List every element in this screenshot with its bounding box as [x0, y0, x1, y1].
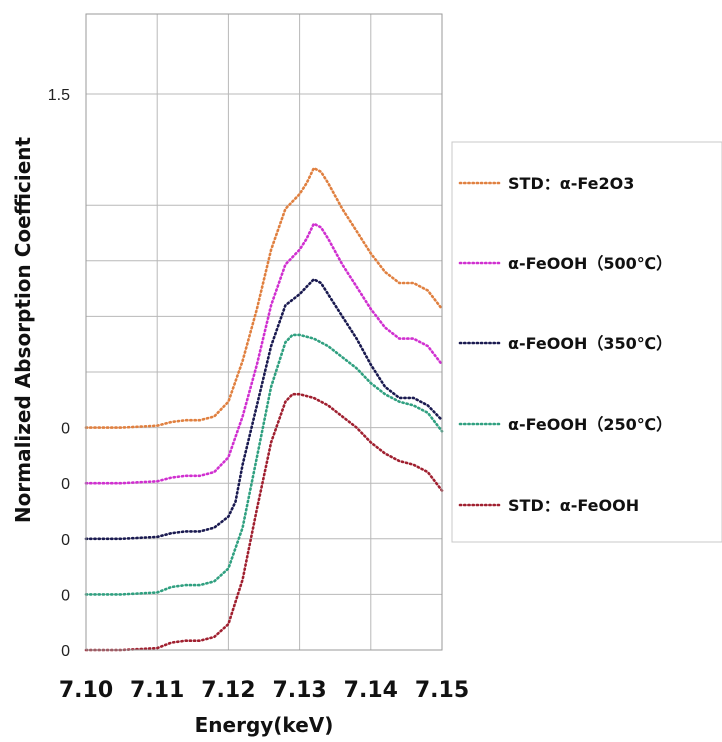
- legend-label: α-FeOOH（350℃）: [508, 334, 672, 353]
- x-tick-label: 7.10: [59, 678, 113, 703]
- y-tick-label: 1.5: [48, 87, 70, 104]
- series-line: [84, 392, 444, 652]
- y-axis-title: Normalized Absorption Coefficient: [11, 136, 35, 523]
- series-lines: [84, 166, 444, 652]
- y-tick-label: 0: [61, 421, 70, 438]
- y-tick-label: 0: [61, 532, 70, 549]
- grid: [85, 14, 443, 650]
- series-line: [84, 166, 444, 429]
- plot-frame: [85, 13, 443, 651]
- legend-label: STD：α-Fe2O3: [508, 174, 634, 193]
- x-tick-label: 7.15: [415, 678, 469, 703]
- legend-label: STD：α-FeOOH: [508, 496, 639, 515]
- y-tick-label: 0: [61, 643, 70, 660]
- legend: STD：α-Fe2O3 α-FeOOH（500℃） α-FeOOH（350℃） α-F…: [451, 141, 722, 543]
- x-axis-title: Energy(keV): [195, 713, 334, 737]
- y-tick-label: 0: [61, 587, 70, 604]
- legend-items: STD：α-Fe2O3 α-FeOOH（500℃） α-FeOOH（350℃） α-F…: [458, 174, 672, 515]
- legend-label: α-FeOOH（500℃）: [508, 254, 672, 273]
- x-tick-label: 7.14: [344, 678, 398, 703]
- x-tick-labels: 7.10 7.11 7.12 7.13 7.14 7.15: [59, 678, 469, 703]
- series-line: [84, 333, 444, 596]
- x-tick-label: 7.12: [201, 678, 255, 703]
- legend-label: α-FeOOH（250℃）: [508, 415, 672, 434]
- y-tick-labels: 0 0 0 0 0 1.5: [48, 87, 70, 660]
- series-line: [84, 221, 444, 485]
- x-tick-label: 7.11: [130, 678, 184, 703]
- x-tick-label: 7.13: [272, 678, 326, 703]
- series-line: [84, 277, 444, 541]
- y-tick-label: 0: [61, 476, 70, 493]
